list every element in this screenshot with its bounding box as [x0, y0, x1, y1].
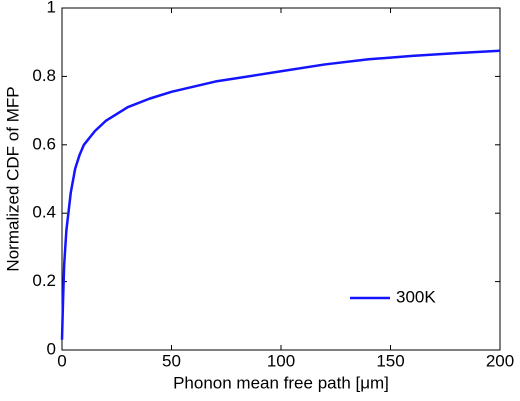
x-axis-label: Phonon mean free path [μm]: [173, 373, 389, 392]
legend-label: 300K: [396, 287, 436, 306]
x-tick-label: 0: [57, 351, 66, 370]
data-line: [60, 49, 501, 340]
y-tick-label: 0.4: [32, 203, 56, 222]
y-tick-label: 0.6: [32, 134, 56, 153]
x-tick-label: 100: [267, 351, 295, 370]
y-tick-label: 1: [47, 0, 56, 16]
y-tick-label: 0.2: [32, 271, 56, 290]
y-tick-label: 0: [47, 339, 56, 358]
x-tick-label: 200: [486, 351, 514, 370]
x-tick-label: 50: [162, 351, 181, 370]
x-tick-label: 150: [376, 351, 404, 370]
y-axis-label: Normalized CDF of MFP: [3, 86, 22, 271]
y-tick-label: 0.8: [32, 66, 56, 85]
